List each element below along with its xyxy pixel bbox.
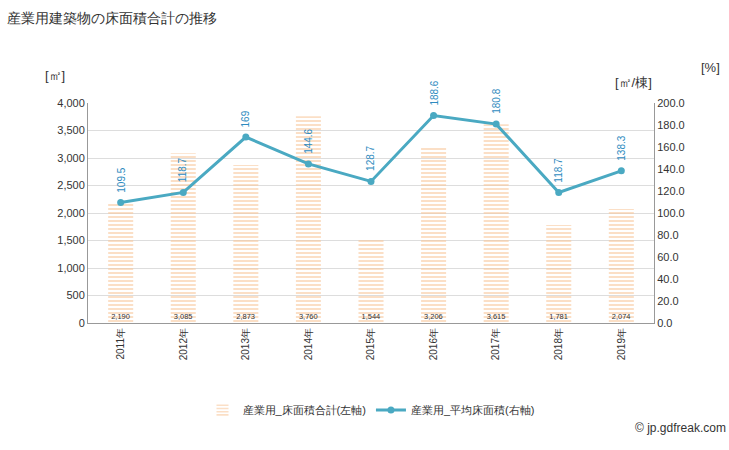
svg-text:169: 169 bbox=[240, 110, 251, 127]
svg-text:1,500: 1,500 bbox=[57, 234, 85, 246]
svg-text:3,085: 3,085 bbox=[174, 312, 193, 321]
svg-text:2015年: 2015年 bbox=[365, 328, 376, 360]
svg-text:0: 0 bbox=[79, 317, 85, 329]
svg-text:200.0: 200.0 bbox=[657, 97, 685, 109]
svg-text:2013年: 2013年 bbox=[240, 328, 251, 360]
svg-text:2012年: 2012年 bbox=[178, 328, 189, 360]
svg-text:2017年: 2017年 bbox=[490, 328, 501, 360]
svg-text:3,615: 3,615 bbox=[487, 312, 506, 321]
svg-text:3,500: 3,500 bbox=[57, 124, 85, 136]
svg-text:2014年: 2014年 bbox=[303, 328, 314, 360]
svg-text:118.7: 118.7 bbox=[553, 158, 564, 183]
svg-text:40.0: 40.0 bbox=[657, 273, 678, 285]
svg-text:3,000: 3,000 bbox=[57, 152, 85, 164]
svg-text:[㎡/棟]: [㎡/棟] bbox=[615, 75, 652, 90]
svg-text:© jp.gdfreak.com: © jp.gdfreak.com bbox=[635, 421, 726, 435]
svg-text:1,781: 1,781 bbox=[549, 312, 568, 321]
svg-text:3,206: 3,206 bbox=[424, 312, 443, 321]
svg-text:144.6: 144.6 bbox=[303, 128, 314, 153]
svg-text:2011年: 2011年 bbox=[115, 328, 126, 360]
svg-text:60.0: 60.0 bbox=[657, 251, 678, 263]
svg-text:1,544: 1,544 bbox=[361, 312, 380, 321]
svg-text:140.0: 140.0 bbox=[657, 163, 685, 175]
svg-text:2019年: 2019年 bbox=[616, 328, 627, 360]
svg-text:産業用_平均床面積(右軸): 産業用_平均床面積(右軸) bbox=[411, 404, 534, 416]
svg-text:2,500: 2,500 bbox=[57, 179, 85, 191]
svg-text:180.0: 180.0 bbox=[657, 119, 685, 131]
svg-text:産業用_床面積合計(左軸): 産業用_床面積合計(左軸) bbox=[243, 404, 366, 416]
svg-text:2018年: 2018年 bbox=[553, 328, 564, 360]
svg-text:1,000: 1,000 bbox=[57, 262, 85, 274]
svg-text:120.0: 120.0 bbox=[657, 185, 685, 197]
svg-text:2,000: 2,000 bbox=[57, 207, 85, 219]
svg-text:2,074: 2,074 bbox=[612, 312, 631, 321]
svg-text:100.0: 100.0 bbox=[657, 207, 685, 219]
svg-text:2,873: 2,873 bbox=[236, 312, 255, 321]
svg-text:2,190: 2,190 bbox=[111, 312, 130, 321]
svg-text:[%]: [%] bbox=[701, 60, 720, 75]
svg-text:128.7: 128.7 bbox=[365, 145, 376, 170]
svg-text:2016年: 2016年 bbox=[428, 328, 439, 360]
svg-text:80.0: 80.0 bbox=[657, 229, 678, 241]
svg-text:118.7: 118.7 bbox=[177, 157, 188, 182]
svg-text:500: 500 bbox=[66, 289, 84, 301]
svg-text:180.8: 180.8 bbox=[491, 88, 502, 113]
svg-text:138.3: 138.3 bbox=[616, 135, 627, 160]
svg-text:0.0: 0.0 bbox=[657, 317, 672, 329]
svg-text:188.6: 188.6 bbox=[429, 80, 440, 105]
svg-text:109.5: 109.5 bbox=[116, 167, 127, 192]
svg-text:4,000: 4,000 bbox=[57, 97, 85, 109]
svg-text:160.0: 160.0 bbox=[657, 141, 685, 153]
svg-text:産業用建築物の床面積合計の推移: 産業用建築物の床面積合計の推移 bbox=[7, 10, 217, 26]
svg-text:3,760: 3,760 bbox=[299, 312, 318, 321]
svg-text:[㎡]: [㎡] bbox=[45, 68, 65, 83]
svg-text:20.0: 20.0 bbox=[657, 295, 678, 307]
